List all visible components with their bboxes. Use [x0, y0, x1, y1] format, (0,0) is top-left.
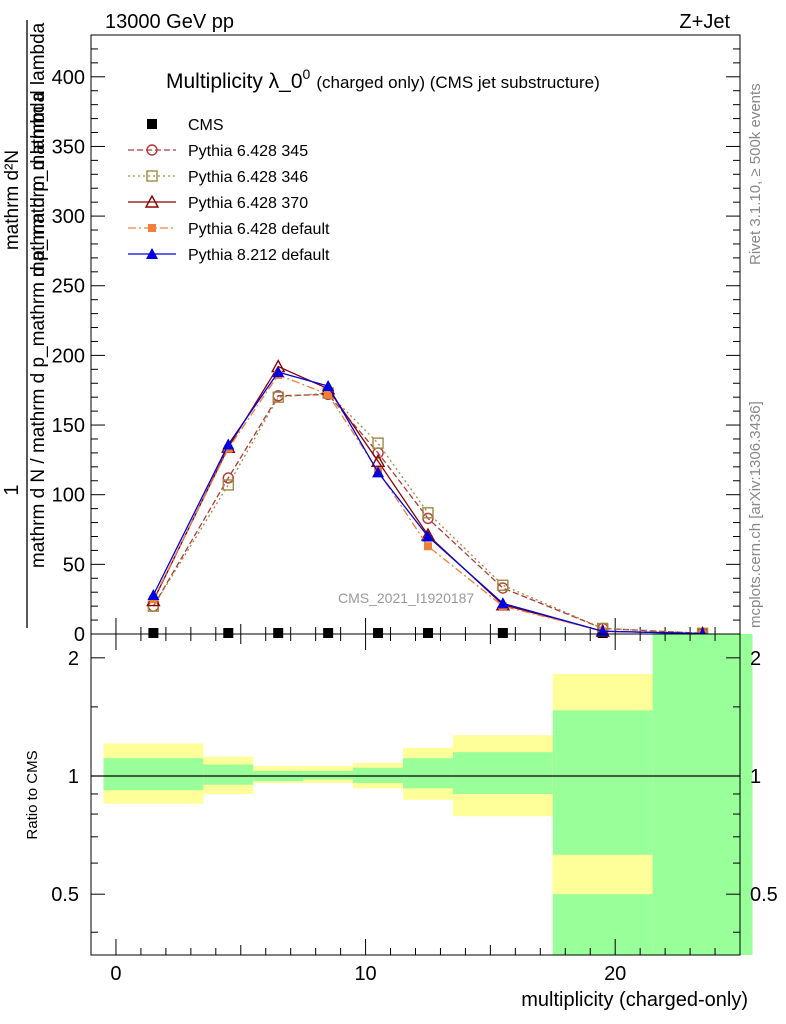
data-point-p346	[372, 437, 384, 449]
data-point-p8def	[596, 625, 609, 637]
x-tick-label: 10	[354, 963, 376, 985]
data-point-p8def	[322, 380, 335, 392]
chart-title-main: Multiplicity λ_0	[166, 70, 303, 93]
legend-label-p370: Pythia 6.428 370	[188, 195, 308, 212]
data-point-cms	[273, 628, 284, 638]
data-point-p8def	[147, 588, 160, 600]
series-line-p346	[152, 392, 703, 634]
ratio-band-inner	[203, 764, 254, 785]
data-point-p8def	[496, 597, 509, 609]
data-point-p6def	[423, 542, 432, 551]
ratio-band-inner	[552, 710, 653, 955]
header-process: Z+Jet	[679, 11, 730, 33]
y-tick-label: 0	[74, 624, 85, 646]
y-label-denominator: mathrm d N / mathrm d p_mathrm d p_mathr…	[28, 91, 49, 568]
series-line-p345	[152, 393, 703, 634]
data-point-p346	[497, 579, 509, 591]
data-point-p8def	[372, 466, 385, 478]
ratio-y-tick-label-right: 0.5	[750, 884, 778, 906]
legend-label-p345: Pythia 6.428 345	[188, 143, 308, 160]
ratio-band-outer	[552, 854, 653, 895]
y-tick-label: 50	[63, 554, 85, 576]
data-point-cms	[223, 628, 234, 638]
x-tick-label: 20	[604, 963, 626, 985]
main-y-ticks	[91, 48, 740, 635]
data-point-cms	[497, 628, 508, 638]
y-tick-label: 100	[52, 485, 85, 507]
data-point-p6def	[324, 390, 333, 399]
data-point-p8def	[272, 366, 285, 378]
y-tick-label: 150	[52, 415, 85, 437]
data-point-p346	[222, 479, 234, 491]
main-y-tick-labels: 0 50 100 150 200 250 300 350 400	[52, 67, 85, 646]
legend-label-p6def: Pythia 6.428 default	[188, 221, 330, 238]
ratio-bands	[91, 634, 753, 955]
ratio-y-tick-label: 0.5	[51, 884, 79, 906]
data-point-p346	[422, 507, 434, 519]
legend-label-p8def: Pythia 8.212 default	[188, 247, 330, 264]
chart-title-sup: 0	[303, 66, 311, 82]
main-panel: 0 50 100 150 200 250 300 350 400 CMS_2021_I19201…	[52, 34, 741, 646]
data-point-p8def	[222, 438, 235, 450]
y-tick-label: 300	[52, 206, 85, 228]
ratio-band-inner	[103, 758, 204, 791]
ratio-y-tick-label-right: 1	[750, 766, 761, 788]
legend-label-p346: Pythia 6.428 346	[188, 169, 308, 186]
chart-title-suffix: (charged only) (CMS jet substructure)	[316, 73, 599, 92]
series-layer	[146, 359, 710, 640]
x-tick-label: 0	[110, 963, 121, 985]
y-label-numerator: 1	[1, 484, 23, 495]
data-point-p345	[222, 472, 234, 484]
data-point-cms	[422, 628, 433, 638]
legend-marker-p370	[144, 194, 160, 208]
ratio-panel: 0.5 0.5 1 1 2 2 0 10 20 Ratio to CMS multiplici…	[24, 633, 778, 1011]
legend-marker-p346	[146, 170, 158, 182]
y-tick-label: 350	[52, 136, 85, 158]
ratio-y-tick-label: 1	[68, 766, 79, 788]
analysis-watermark: CMS_2021_I1920187	[338, 590, 474, 606]
legend-marker-p345	[146, 144, 158, 156]
ratio-y-ticks: 0.5 0.5 1 1 2 2	[51, 648, 778, 933]
legend-marker-p6def	[148, 224, 156, 232]
ratio-band-inner	[403, 758, 453, 789]
ratio-band-inner	[303, 770, 354, 780]
ratio-band-inner	[452, 752, 553, 794]
data-point-cms	[323, 628, 334, 638]
y-tick-label: 250	[52, 276, 85, 298]
ratio-x-ticks: 0 10 20	[90, 634, 741, 985]
legend-marker-cms	[147, 119, 157, 129]
data-point-cms	[373, 628, 384, 638]
legend-marker-p8def	[146, 248, 158, 259]
header-energy: 13000 GeV pp	[105, 11, 234, 33]
ratio-y-tick-label-right: 2	[750, 648, 761, 670]
data-point-p8def	[421, 530, 434, 542]
ratio-band-inner	[652, 634, 753, 955]
main-y-label: 1 mathrm d N / mathrm d p_mathrm d p_mat…	[1, 20, 49, 628]
ratio-band-inner	[353, 767, 404, 783]
x-axis-label: multiplicity (charged-only)	[521, 989, 748, 1011]
legend: CMS Pythia 6.428 345 Pythia 6.428 346 Pythi…	[128, 117, 330, 264]
chart-title: Multiplicity λ_00 (charged only) (CMS jet…	[166, 66, 600, 93]
y-label-rhs: mathrm d²N	[2, 150, 23, 250]
data-point-cms	[148, 628, 159, 638]
data-point-p370	[370, 453, 386, 467]
legend-label-cms: CMS	[188, 117, 224, 134]
y-tick-label: 200	[52, 345, 85, 367]
data-point-p346	[272, 391, 284, 403]
data-point-p345	[497, 582, 509, 594]
rivet-version: Rivet 3.1.10, ≥ 500k events	[747, 83, 764, 265]
ratio-y-label: Ratio to CMS	[24, 750, 41, 839]
y-label-top: mathrm d p_mathrm d lambda	[28, 22, 49, 277]
series-p8def	[147, 366, 709, 639]
mcplots-credit: mcplots.cern.ch [arXiv:1306.3436]	[747, 401, 764, 628]
ratio-y-tick-label: 2	[68, 648, 79, 670]
y-tick-label: 400	[52, 67, 85, 89]
